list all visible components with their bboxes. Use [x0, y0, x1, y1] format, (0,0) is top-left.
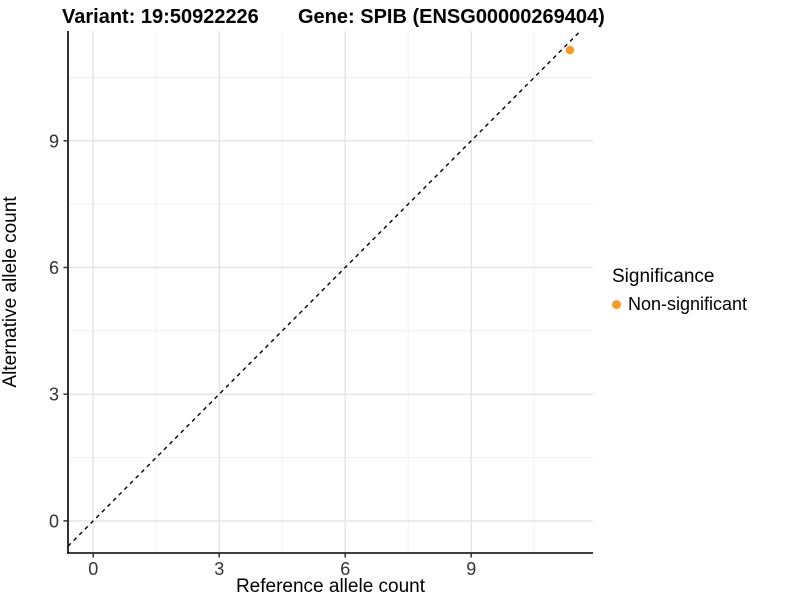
- legend-title: Significance: [612, 266, 715, 287]
- legend-item-label: Non-significant: [628, 294, 748, 314]
- x-tick-label: 9: [466, 559, 476, 579]
- x-axis-title: Reference allele count: [235, 576, 426, 597]
- legend-item: Non-significant: [612, 294, 747, 315]
- x-tick-label: 3: [214, 559, 224, 579]
- y-axis-title: Alternative allele count: [0, 196, 21, 388]
- x-tick-label: 0: [88, 559, 98, 579]
- plot-title-variant: Variant: 19:50922226: [62, 6, 259, 28]
- y-tick-label: 9: [49, 131, 59, 151]
- legend-point-swatch: [612, 300, 621, 309]
- plot-title-gene: Gene: SPIB (ENSG00000269404): [298, 6, 605, 28]
- y-tick-label: 3: [49, 385, 59, 405]
- identity-line: [67, 30, 581, 547]
- y-tick-label: 6: [49, 258, 59, 278]
- y-tick-label: 0: [49, 511, 59, 531]
- legend: Significance Non-significant: [612, 266, 747, 315]
- x-tick-label: 6: [340, 559, 350, 579]
- data-point: [565, 45, 575, 55]
